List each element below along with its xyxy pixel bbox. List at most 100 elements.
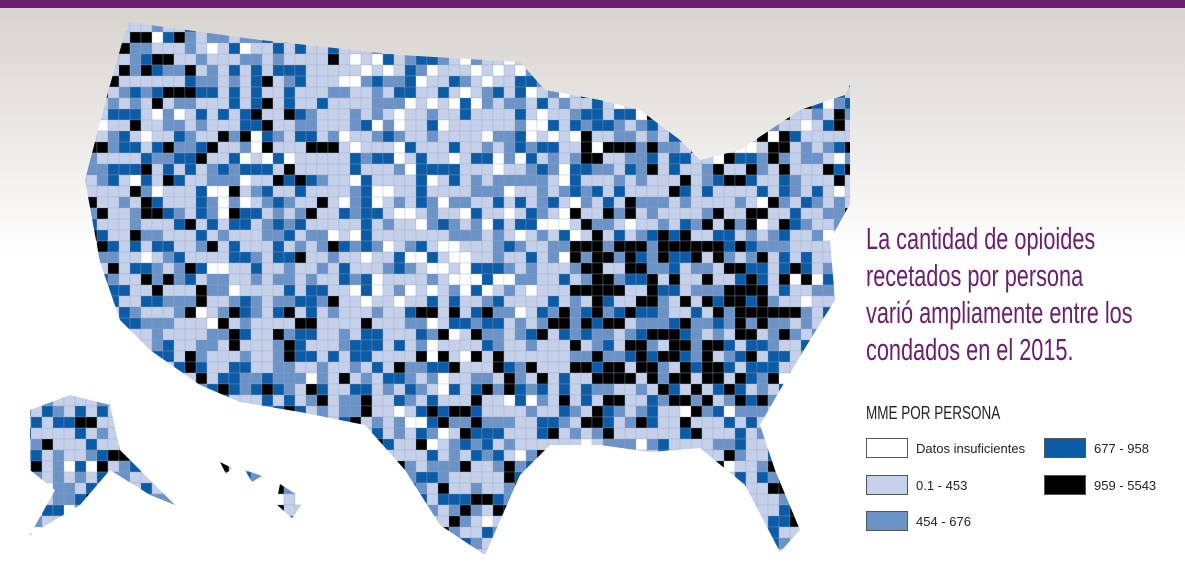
county: [745, 394, 758, 407]
county: [228, 53, 241, 66]
county: [217, 53, 230, 66]
county: [470, 152, 483, 165]
county: [206, 372, 219, 385]
county: [525, 75, 538, 88]
county: [107, 416, 120, 429]
county: [415, 350, 428, 363]
county: [591, 86, 604, 99]
county: [448, 141, 461, 154]
county: [514, 405, 527, 418]
county: [107, 207, 120, 220]
county: [74, 152, 87, 165]
county: [239, 240, 252, 253]
county: [85, 108, 98, 121]
county: [668, 130, 681, 143]
county: [250, 328, 263, 341]
county: [338, 284, 351, 297]
county: [107, 394, 120, 407]
county: [217, 339, 230, 352]
county: [481, 229, 494, 242]
county: [811, 526, 824, 539]
county: [294, 273, 307, 286]
county: [206, 537, 219, 550]
county: [756, 537, 769, 550]
county: [415, 229, 428, 242]
county: [206, 196, 219, 209]
county: [184, 383, 197, 396]
county: [646, 130, 659, 143]
county: [712, 108, 725, 121]
county: [382, 295, 395, 308]
county: [349, 460, 362, 473]
county: [250, 207, 263, 220]
county: [426, 482, 439, 495]
county: [261, 350, 274, 363]
county: [294, 295, 307, 308]
county: [558, 394, 571, 407]
county: [195, 405, 208, 418]
county: [844, 108, 850, 121]
county: [305, 130, 318, 143]
county: [646, 460, 659, 473]
county: [591, 339, 604, 352]
county: [118, 196, 131, 209]
county: [459, 185, 472, 198]
county: [272, 471, 285, 484]
county: [613, 515, 626, 528]
county: [767, 108, 780, 121]
county: [690, 449, 703, 462]
county: [327, 416, 340, 429]
county: [767, 174, 780, 187]
county: [151, 130, 164, 143]
county: [569, 449, 582, 462]
county: [679, 163, 692, 176]
county: [701, 350, 714, 363]
county: [184, 295, 197, 308]
county: [624, 405, 637, 418]
county: [41, 372, 54, 385]
county: [349, 405, 362, 418]
county: [426, 207, 439, 220]
county: [74, 218, 87, 231]
county: [624, 284, 637, 297]
county: [514, 64, 527, 77]
county: [415, 482, 428, 495]
county: [74, 328, 87, 341]
county: [767, 75, 780, 88]
county: [679, 361, 692, 374]
county: [151, 405, 164, 418]
county: [261, 504, 274, 517]
county: [96, 449, 109, 462]
county: [525, 196, 538, 209]
county: [63, 449, 76, 462]
county: [492, 372, 505, 385]
county: [492, 97, 505, 110]
county: [811, 339, 824, 352]
county: [349, 317, 362, 330]
county: [30, 97, 32, 110]
county: [294, 42, 307, 55]
county: [195, 306, 208, 319]
county: [415, 42, 428, 55]
county: [459, 515, 472, 528]
county: [800, 130, 813, 143]
county: [844, 460, 850, 473]
county: [448, 130, 461, 143]
county: [569, 317, 582, 330]
county: [745, 350, 758, 363]
county: [602, 482, 615, 495]
county: [141, 10, 152, 21]
county: [800, 152, 813, 165]
county: [140, 339, 153, 352]
county: [569, 207, 582, 220]
county: [690, 108, 703, 121]
county: [404, 163, 417, 176]
county: [404, 97, 417, 110]
county: [745, 108, 758, 121]
county: [481, 42, 494, 55]
county: [360, 64, 373, 77]
county: [591, 405, 604, 418]
county: [492, 229, 505, 242]
county: [668, 339, 681, 352]
county: [41, 130, 54, 143]
